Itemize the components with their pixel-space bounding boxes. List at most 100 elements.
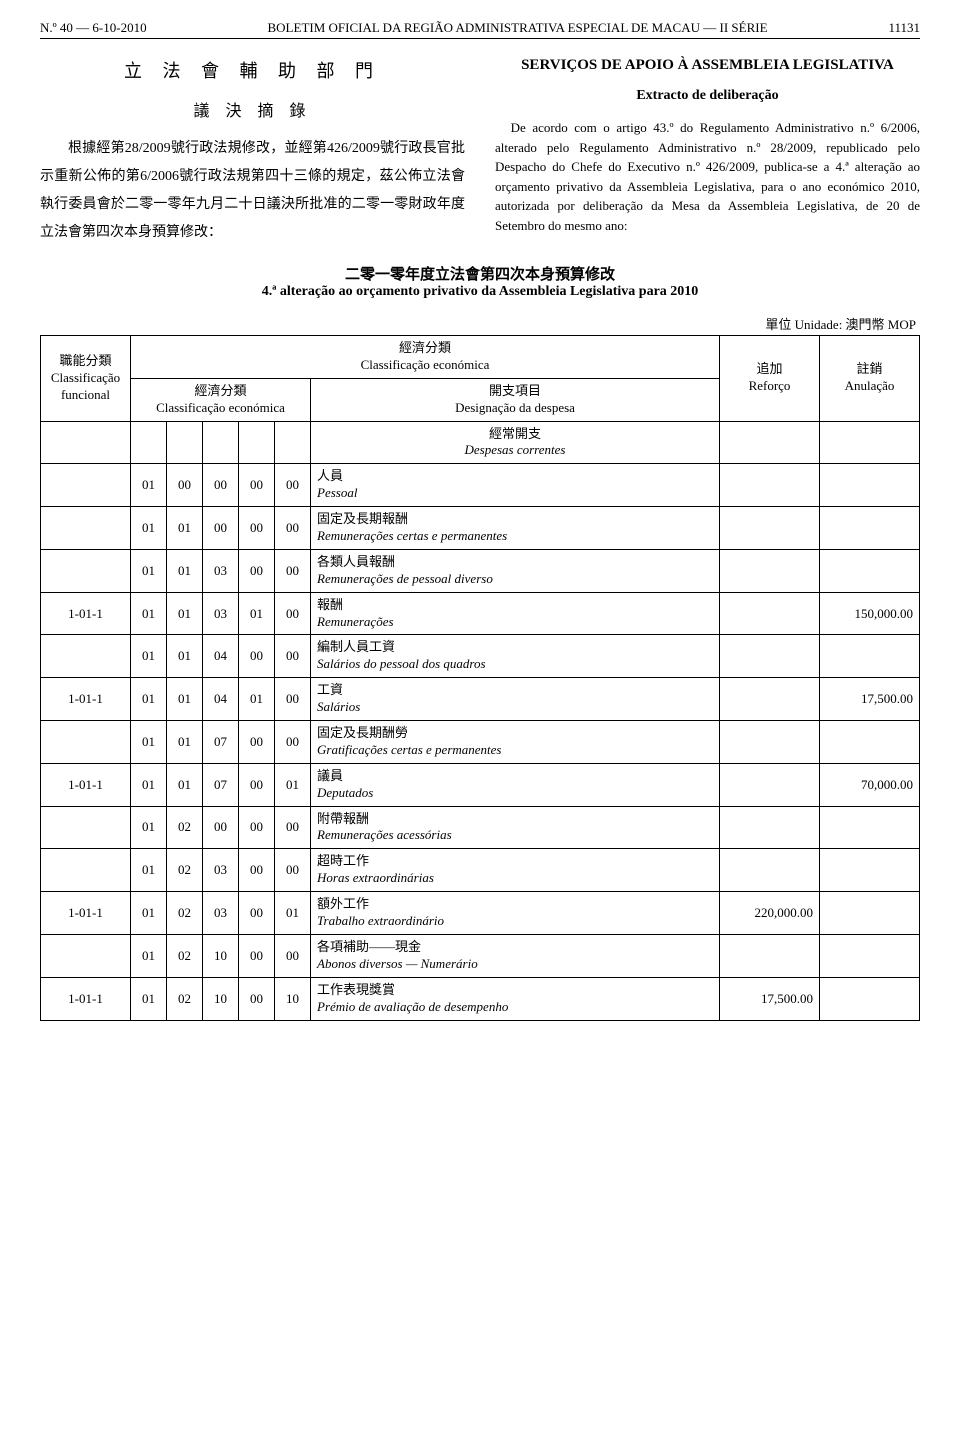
cell-econ: 00: [275, 721, 311, 764]
cell-reforco: [720, 507, 820, 550]
cell-anulacao: [820, 934, 920, 977]
th-econ-sub-zh: 經濟分類: [194, 383, 246, 398]
cell-econ: 01: [167, 635, 203, 678]
cell-desig: 工作表現獎賞Prémio de avaliação de desempenho: [311, 977, 720, 1020]
budget-tbody: 經常開支 Despesas correntes 0100000000人員Pess…: [41, 421, 920, 1020]
table-row: 0102000000附帶報酬Remunerações acessórias: [41, 806, 920, 849]
cell-econ: 01: [167, 549, 203, 592]
cell-econ: 00: [275, 507, 311, 550]
desig-zh: 附帶報酬: [317, 811, 369, 826]
cell-empty: [275, 421, 311, 464]
cell-anulacao: [820, 507, 920, 550]
cell-func: 1-01-1: [41, 763, 131, 806]
cell-func: 1-01-1: [41, 678, 131, 721]
table-row: 0102100000各項補助——現金Abonos diversos — Nume…: [41, 934, 920, 977]
th-econ-top-pt: Classificação económica: [361, 357, 490, 372]
desig-pt: Remunerações: [317, 614, 394, 629]
cell-desig: 額外工作 Trabalho extraordinário: [311, 892, 720, 935]
cell-func: 1-01-1: [41, 892, 131, 935]
desig-pt: Gratificações certas e permanentes: [317, 742, 501, 757]
cell-reforco: [720, 721, 820, 764]
th-anu-pt: Anulação: [845, 378, 895, 393]
desig-pt: Remunerações certas e permanentes: [317, 528, 507, 543]
cell-empty: [41, 421, 131, 464]
cell-empty: [820, 421, 920, 464]
cell-econ: 00: [239, 977, 275, 1020]
despesas-zh: 經常開支: [489, 426, 541, 441]
cell-econ: 03: [203, 549, 239, 592]
pt-subtitle: Extracto de deliberação: [495, 88, 920, 104]
budget-thead: 職能分類 Classificação funcional 經濟分類 Classi…: [41, 336, 920, 422]
cell-desig: 議員Deputados: [311, 763, 720, 806]
cell-func: 1-01-1: [41, 977, 131, 1020]
cell-econ: 04: [203, 635, 239, 678]
th-func-pt: Classificação funcional: [51, 370, 120, 402]
cell-econ: 00: [239, 507, 275, 550]
budget-table: 職能分類 Classificação funcional 經濟分類 Classi…: [40, 335, 920, 1021]
cell-econ: 01: [131, 464, 167, 507]
cell-econ: 01: [167, 592, 203, 635]
header-journal-title: BOLETIM OFICIAL DA REGIÃO ADMINISTRATIVA…: [268, 20, 768, 36]
cell-desig: 人員Pessoal: [311, 464, 720, 507]
cell-econ: 01: [131, 678, 167, 721]
desig-zh: 額外工作: [317, 896, 369, 911]
cell-econ: 02: [167, 977, 203, 1020]
cell-econ: 03: [203, 892, 239, 935]
page-header: N.º 40 — 6-10-2010 BOLETIM OFICIAL DA RE…: [40, 20, 920, 39]
cell-econ: 01: [131, 549, 167, 592]
cell-econ: 00: [203, 806, 239, 849]
table-row: 0100000000人員Pessoal: [41, 464, 920, 507]
cell-reforco: [720, 592, 820, 635]
desig-zh: 工作表現獎賞: [317, 982, 395, 997]
cell-reforco: [720, 464, 820, 507]
cell-econ: 01: [131, 507, 167, 550]
cell-econ: 01: [131, 635, 167, 678]
table-row: 0101070000固定及長期酬勞Gratificações certas e …: [41, 721, 920, 764]
cell-econ: 00: [275, 635, 311, 678]
cell-reforco: 17,500.00: [720, 977, 820, 1020]
cell-econ: 01: [131, 849, 167, 892]
cell-anulacao: 17,500.00: [820, 678, 920, 721]
th-econ-top: 經濟分類 Classificação económica: [131, 336, 720, 379]
cell-func: [41, 635, 131, 678]
cell-reforco: [720, 635, 820, 678]
cell-econ: 01: [131, 934, 167, 977]
cell-reforco: [720, 806, 820, 849]
cell-econ: 00: [275, 549, 311, 592]
cell-econ: 00: [203, 507, 239, 550]
cell-anulacao: 150,000.00: [820, 592, 920, 635]
cell-empty: [167, 421, 203, 464]
cell-reforco: [720, 849, 820, 892]
desig-zh: 編制人員工資: [317, 639, 395, 654]
th-desig-zh: 開支項目: [489, 383, 541, 398]
cell-desig: 報酬Remunerações: [311, 592, 720, 635]
cell-econ: 01: [131, 592, 167, 635]
cell-anulacao: [820, 721, 920, 764]
cell-desig: 固定及長期報酬Remunerações certas e permanentes: [311, 507, 720, 550]
cell-desig: 各項補助——現金Abonos diversos — Numerário: [311, 934, 720, 977]
cell-econ: 01: [275, 763, 311, 806]
th-econ-top-zh: 經濟分類: [399, 340, 451, 355]
cell-econ: 00: [275, 934, 311, 977]
cell-econ: 00: [275, 592, 311, 635]
table-row: 0101000000固定及長期報酬Remunerações certas e p…: [41, 507, 920, 550]
cell-econ: 10: [203, 934, 239, 977]
cell-anulacao: [820, 892, 920, 935]
desig-zh: 固定及長期酬勞: [317, 725, 408, 740]
cell-econ: 01: [167, 678, 203, 721]
cell-econ: 10: [275, 977, 311, 1020]
zh-department-title: 立 法 會 輔 助 部 門: [40, 57, 465, 83]
cell-empty: [239, 421, 275, 464]
desig-pt: Trabalho extraordinário: [317, 913, 444, 928]
cell-anulacao: [820, 635, 920, 678]
center-titles: 二零一零年度立法會第四次本身預算修改 4.ª alteração ao orça…: [40, 263, 920, 300]
cell-anulacao: [820, 849, 920, 892]
cell-anulacao: 70,000.00: [820, 763, 920, 806]
th-anu-zh: 註銷: [856, 361, 882, 376]
desig-zh: 工資: [317, 682, 343, 697]
cell-desig: 附帶報酬Remunerações acessórias: [311, 806, 720, 849]
cell-econ: 07: [203, 721, 239, 764]
cell-anulacao: [820, 806, 920, 849]
cell-empty: [203, 421, 239, 464]
cell-econ: 01: [167, 763, 203, 806]
